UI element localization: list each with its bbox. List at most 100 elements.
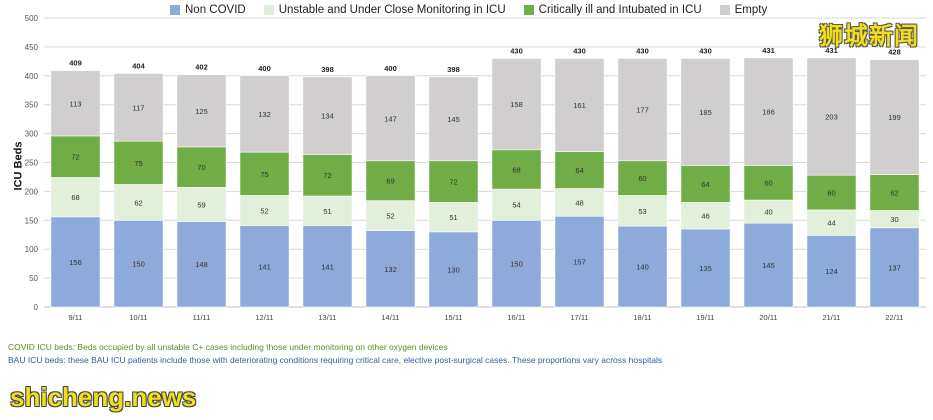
- bar-segment: [239, 75, 290, 153]
- data-label: 156: [69, 258, 82, 267]
- legend-label: Non COVID: [185, 4, 246, 16]
- legend-item-critical: Critically ill and Intubated in ICU: [523, 4, 702, 16]
- data-label: 52: [260, 206, 268, 215]
- data-label: 69: [386, 177, 394, 186]
- data-label: 148: [195, 260, 208, 269]
- legend-swatch: [719, 5, 730, 15]
- total-label: 404: [132, 61, 145, 70]
- stacked-bar-chart: 0 50 100 150 200 250 300 350 400 450 500 156 68 72 113…: [25, 14, 926, 322]
- bar-segment: [554, 151, 605, 189]
- bar-segment: [554, 58, 605, 152]
- y-tick-label: 300: [25, 130, 39, 139]
- bar-segment: [806, 57, 857, 176]
- bar-segment: [113, 73, 164, 142]
- bar-segment: [428, 160, 479, 203]
- bar-segment: [617, 58, 668, 162]
- data-label: 62: [890, 189, 898, 198]
- data-label: 134: [321, 112, 334, 121]
- bar-segment: [176, 146, 227, 188]
- data-label: 199: [888, 113, 901, 122]
- watermark-site-name: shicheng.news: [10, 382, 197, 412]
- legend-swatch: [170, 5, 180, 15]
- data-label: 130: [447, 265, 460, 274]
- bau-beds-note: BAU ICU beds: these BAU ICU patients inc…: [8, 355, 663, 365]
- y-tick-label: 500: [25, 14, 39, 23]
- total-label: 430: [699, 46, 712, 55]
- bar-segment: [617, 160, 668, 196]
- bar-segment: [113, 140, 164, 185]
- data-label: 150: [132, 260, 145, 269]
- total-label: 400: [258, 64, 271, 73]
- data-label: 51: [449, 213, 457, 222]
- data-label: 185: [699, 108, 712, 117]
- bar-segment: [302, 154, 353, 197]
- bar-segment: [428, 76, 479, 162]
- y-tick-label: 0: [34, 303, 39, 312]
- data-label: 60: [827, 189, 835, 198]
- data-label: 150: [510, 260, 523, 269]
- data-label: 75: [134, 159, 142, 168]
- bar-segment: [680, 202, 731, 230]
- bar-segment: [743, 222, 794, 308]
- y-tick-label: 200: [25, 187, 39, 196]
- bar-segment: [113, 220, 164, 308]
- data-label: 113: [70, 99, 82, 108]
- legend-swatch: [263, 5, 274, 15]
- data-label: 62: [134, 198, 142, 207]
- legend-item-empty: Empty: [719, 4, 768, 16]
- data-label: 75: [260, 170, 268, 179]
- bar-segment: [239, 225, 290, 308]
- data-label: 52: [386, 212, 394, 221]
- data-label: 72: [323, 171, 331, 180]
- data-label: 158: [510, 100, 523, 109]
- bar-segment: [50, 177, 101, 218]
- total-label: 430: [636, 46, 649, 55]
- x-tick-label: 19/11: [696, 313, 714, 322]
- bar-segment: [806, 209, 857, 236]
- bar-segment: [491, 220, 542, 308]
- data-label: 137: [888, 263, 901, 272]
- data-label: 30: [890, 215, 898, 224]
- data-label: 125: [195, 107, 208, 116]
- data-label: 141: [321, 262, 334, 271]
- total-label: 398: [321, 65, 334, 74]
- bar-segment: [50, 216, 101, 308]
- data-label: 51: [323, 207, 331, 216]
- total-label: 409: [69, 59, 82, 68]
- total-label: 431: [762, 46, 775, 55]
- bar-segment: [680, 165, 731, 203]
- bar-segment: [302, 76, 353, 155]
- bar-segment: [176, 187, 227, 222]
- bar-segment: [302, 195, 353, 226]
- bar-segment: [806, 174, 857, 211]
- bar-segment: [113, 184, 164, 221]
- bar-segment: [869, 227, 920, 308]
- data-label: 64: [701, 180, 709, 189]
- data-label: 132: [258, 110, 271, 119]
- bar-segment: [680, 228, 731, 308]
- x-tick-label: 9/11: [68, 313, 82, 322]
- y-tick-label: 50: [29, 274, 38, 283]
- x-tick-label: 21/11: [822, 313, 840, 322]
- legend-label: Empty: [734, 4, 768, 16]
- data-label: 135: [699, 264, 712, 273]
- data-label: 53: [638, 207, 646, 216]
- bar-segment: [554, 188, 605, 217]
- total-label: 430: [510, 46, 523, 55]
- y-tick-label: 350: [25, 101, 39, 110]
- data-label: 140: [636, 263, 649, 272]
- x-tick-label: 22/11: [885, 313, 903, 322]
- bar-segment: [365, 200, 416, 232]
- data-label: 145: [762, 261, 775, 270]
- x-tick-label: 13/11: [318, 313, 336, 322]
- data-label: 48: [575, 198, 583, 207]
- data-label: 46: [701, 212, 709, 221]
- bar-segment: [869, 59, 920, 175]
- bar-segment: [617, 225, 668, 308]
- bar-segment: [491, 149, 542, 190]
- x-tick-label: 20/11: [759, 313, 777, 322]
- data-label: 64: [575, 166, 583, 175]
- y-tick-label: 400: [25, 72, 39, 81]
- bar-segment: [554, 215, 605, 308]
- data-label: 60: [764, 179, 772, 188]
